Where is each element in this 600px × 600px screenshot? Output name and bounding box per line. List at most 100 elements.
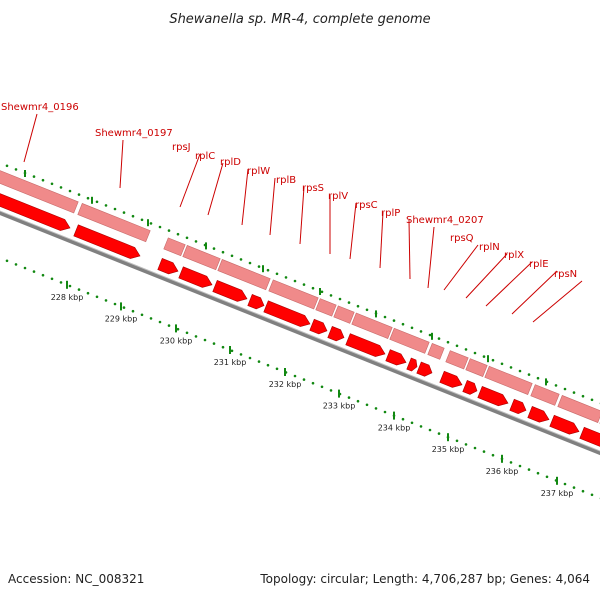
feature-block-light [333,305,355,324]
axis-dot [158,320,162,324]
axis-dot [518,464,522,468]
axis-dot [545,475,549,479]
feature-block-light [427,343,445,360]
feature-arrow [549,414,580,435]
tick-dot [482,355,486,358]
tick-dot [248,261,252,265]
feature-arrow [385,349,407,366]
axis-dot [275,367,279,371]
axis-dot [257,360,261,363]
axis-dot [320,385,324,389]
gene-label: rpsQ [450,233,474,244]
axis-dot [212,342,216,345]
tick-dot [383,315,387,319]
feature-arrow [327,326,345,342]
tick-dot [392,319,396,322]
axis-dot [149,317,153,320]
map-title: Shewanella sp. MR-4, complete genome [169,12,430,27]
axis-dot [203,338,207,342]
feature-arrow [527,406,550,423]
position-axis: 228 kbp 229 kbp 230 kbp 231 kbp 232 kbp 233 k… [5,259,600,500]
tick-dot [41,178,45,182]
axis-tick-label: 236 kbp [486,467,519,476]
axis-dot [266,363,270,367]
axis-dot [581,489,585,493]
tick-dot [257,265,261,268]
tick-dot [104,204,108,207]
gene-leader-line [427,226,435,289]
axis-dot [176,327,180,331]
tick-dot [563,387,567,391]
axis-tick-label: 237 kbp [541,489,574,498]
gene-leader-line [465,253,508,299]
feature-arrow [247,294,265,310]
tick-dot [149,222,153,225]
tick-dot [77,193,81,196]
feature-tracks [0,167,600,459]
gene-leader-line [349,202,357,260]
tick-dot [338,297,342,301]
axis-dot [509,461,513,464]
gene-label: rpsS [302,183,324,194]
gene-label: Shewmr4_0197 [95,128,173,139]
tick-dot [275,272,279,276]
feature-arrow [416,361,433,377]
axis-dot [527,468,531,471]
axis-dot [140,313,144,317]
tick-dot [311,286,315,290]
feature-block-light [217,259,271,291]
axis-dot [77,288,81,291]
axis-dot [50,277,54,281]
feature-block-light [315,298,337,317]
axis-tick-label: 228 kbp [51,293,84,302]
axis-tick-label: 231 kbp [214,358,247,367]
tick-dot [194,240,198,243]
tick-dot [347,301,351,304]
tick-dot [410,326,414,330]
axis-dot [293,374,297,378]
gene-label: Shewmr4_0196 [1,102,79,113]
axis-tick-label: 234 kbp [378,424,411,433]
axis-dot [311,381,315,385]
tick-dot [293,279,297,283]
axis-tick-label: 230 kbp [160,336,193,345]
gene-leader-line [269,177,276,236]
gene-leader-line [299,186,305,245]
axis-tick-label: 229 kbp [105,314,138,323]
axis-dot [131,309,135,313]
gene-leader-line [179,153,201,208]
tick-dot [464,348,468,351]
gene-leader-line [532,280,583,323]
gene-label: rplE [529,259,549,270]
axis-dot [5,259,9,263]
axis-dot [248,356,252,360]
gene-leader-line [511,270,558,315]
gene-leader-line [485,261,533,307]
feature-block-light [445,350,469,370]
axis-dot [347,396,351,399]
axis-dot [572,486,576,489]
tick-dot [185,236,189,240]
feature-arrow [477,386,509,407]
gene-label: rplW [247,166,270,177]
tick-dot [401,322,405,326]
tick-dot [455,344,459,348]
tick-dot [509,366,513,369]
axis-tick-label: 233 kbp [323,402,356,411]
feature-block-light [484,365,533,395]
gene-leader-line [379,211,384,269]
tick-dot [14,168,18,171]
axis-dot [113,302,117,306]
axis-dot [167,324,171,327]
tick-dot [131,214,135,218]
feature-arrow [509,398,527,415]
tick-dot [473,351,477,355]
tick-dot [176,232,180,236]
gene-labels: Shewmr4_0196 Shewmr4_0197 rpsJ rplC rplD rplW… [1,102,583,323]
feature-arrow [263,300,311,327]
axis-dot [86,291,90,295]
gene-leader-line [119,139,124,189]
axis-dot [419,425,423,428]
